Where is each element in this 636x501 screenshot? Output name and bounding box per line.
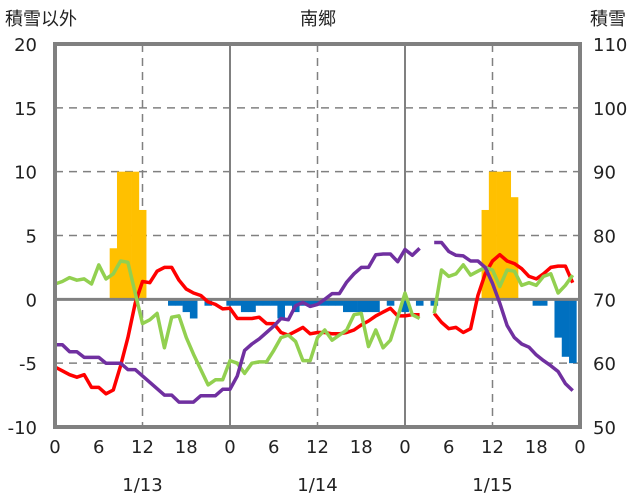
series-line-green [54, 259, 575, 387]
date-label: 1/13 [122, 475, 162, 496]
x-tick-label: 18 [350, 437, 373, 458]
bar [510, 197, 519, 300]
x-tick-label: 0 [574, 437, 585, 458]
bar [401, 299, 409, 313]
bar [364, 299, 373, 313]
bar [168, 299, 176, 306]
bar [233, 299, 242, 306]
x-tick-label: 0 [399, 437, 410, 458]
bar [255, 299, 264, 306]
bar [539, 299, 548, 306]
y-tick-label-right: 80 [593, 227, 616, 248]
bar [357, 299, 366, 313]
x-tick-label: 6 [443, 437, 454, 458]
x-tick-label: 12 [131, 437, 154, 458]
y-tick-label-left: -5 [19, 354, 37, 375]
x-tick-label: 6 [268, 437, 279, 458]
right-axis-title: 積雪 [590, 9, 626, 30]
bar [415, 299, 424, 306]
bar [532, 299, 541, 306]
bar [226, 299, 234, 306]
bar [481, 209, 490, 300]
bar [496, 171, 504, 300]
bar [189, 299, 198, 319]
bar [386, 299, 395, 306]
series-line-purple [55, 240, 574, 404]
bar [335, 299, 344, 306]
x-tick-label: 18 [175, 437, 198, 458]
bar [328, 299, 337, 306]
bar [262, 299, 271, 306]
x-tick-label: 0 [224, 437, 235, 458]
chart-title: 南郷 [300, 9, 336, 30]
bar [182, 299, 191, 313]
plot-frame [53, 42, 582, 429]
bar [124, 171, 132, 300]
x-tick-label: 6 [93, 437, 104, 458]
bar [284, 299, 293, 306]
bar [561, 299, 570, 357]
series-line-red [54, 252, 575, 396]
y-tick-label-right: 100 [593, 99, 627, 120]
y-tick-label-right: 60 [593, 354, 616, 375]
bar [488, 171, 497, 300]
y-tick-label-left: 20 [14, 35, 37, 56]
y-tick-label-right: 110 [593, 35, 627, 56]
bar [270, 299, 278, 306]
x-tick-label: 0 [49, 437, 60, 458]
bar [131, 171, 140, 300]
bar [372, 299, 380, 313]
y-tick-label-left: 5 [26, 227, 37, 248]
y-tick-label-right: 70 [593, 290, 616, 311]
bar [569, 299, 577, 364]
bar [138, 209, 147, 300]
date-label: 1/14 [297, 475, 337, 496]
bar [240, 299, 249, 313]
bar [116, 171, 125, 300]
bar [306, 299, 315, 306]
bar [321, 299, 329, 306]
date-label: 1/15 [472, 475, 512, 496]
y-tick-label-left: 10 [14, 163, 37, 184]
bar [343, 299, 351, 313]
y-tick-label-right: 50 [593, 418, 616, 439]
y-tick-label-left: 15 [14, 99, 37, 120]
bar [248, 299, 256, 313]
y-tick-label-left: -10 [8, 418, 37, 439]
bar [175, 299, 183, 306]
bar [350, 299, 358, 313]
left-axis-title: 積雪以外 [5, 9, 77, 30]
x-tick-label: 12 [481, 437, 504, 458]
bar [503, 171, 512, 300]
x-tick-label: 12 [306, 437, 329, 458]
bar [554, 299, 563, 338]
y-tick-label-right: 90 [593, 163, 616, 184]
x-tick-label: 18 [525, 437, 548, 458]
y-tick-label-left: 0 [26, 290, 37, 311]
bar [277, 299, 285, 319]
